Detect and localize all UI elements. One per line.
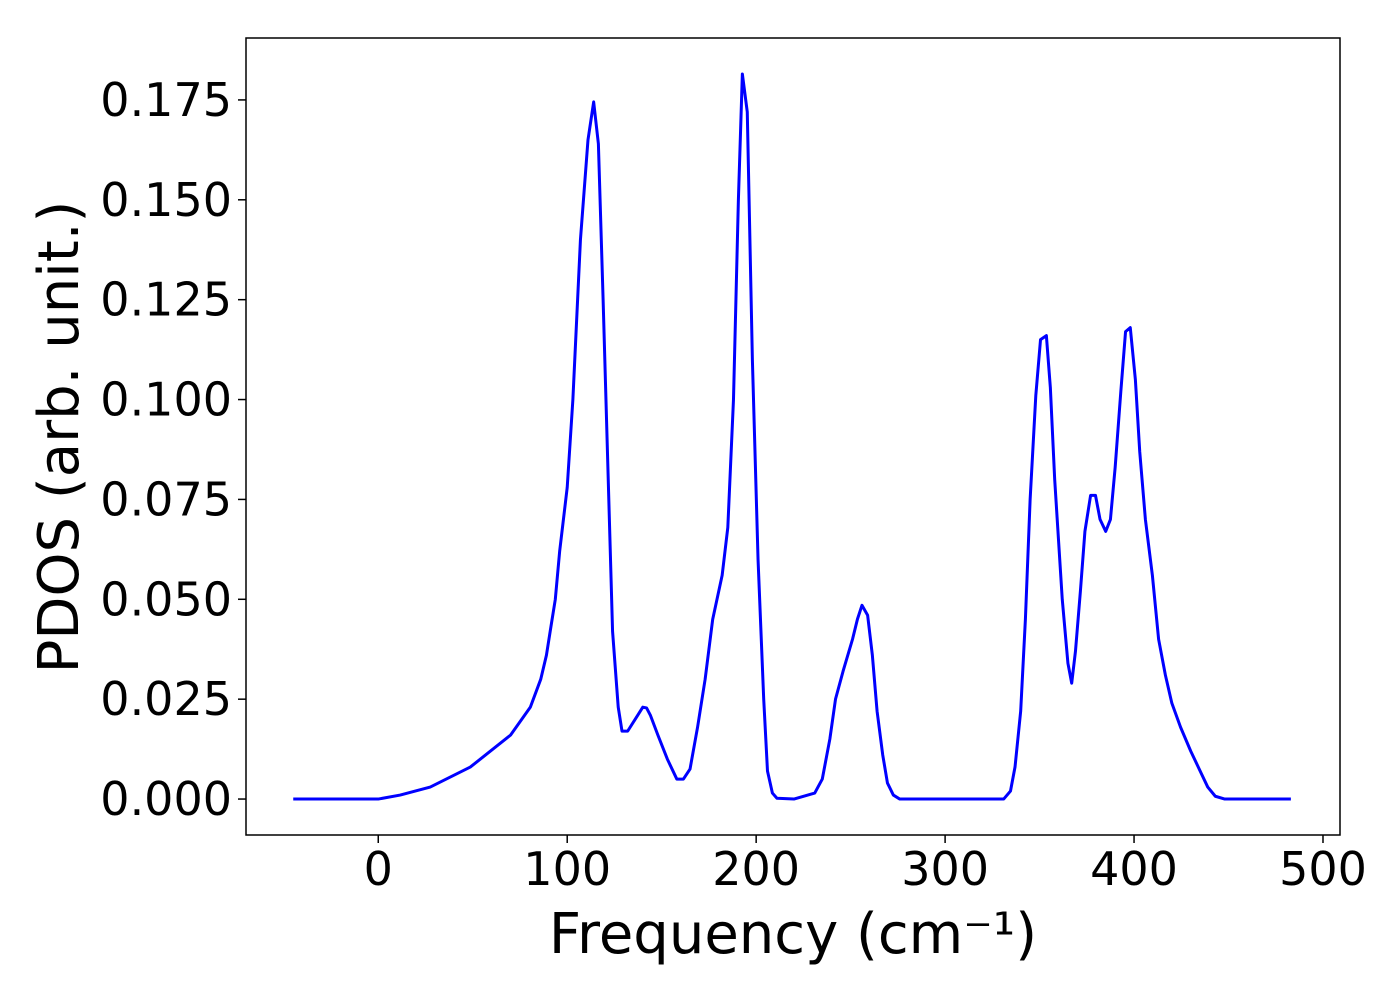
y-tick-label: 0.025 (100, 672, 232, 726)
x-tick-label: 300 (901, 842, 989, 896)
x-tick-label: 0 (364, 842, 393, 896)
y-tick-label: 0.000 (100, 772, 232, 826)
y-tick-label: 0.175 (100, 73, 232, 127)
x-axis-label: Frequency (cm⁻¹) (549, 902, 1037, 967)
y-tick-label: 0.100 (100, 373, 232, 427)
plot-frame (245, 37, 1341, 836)
y-tick-label: 0.125 (100, 273, 232, 327)
data-line (293, 72, 1291, 801)
x-tick-label: 100 (523, 842, 611, 896)
y-tick-label: 0.075 (100, 472, 232, 526)
x-tick-label: 200 (712, 842, 800, 896)
y-tick-label: 0.150 (100, 173, 232, 227)
y-tick-label: 0.050 (100, 572, 232, 626)
x-tick-label: 500 (1279, 842, 1367, 896)
y-axis-label: PDOS (arb. unit.) (27, 201, 92, 674)
x-tick-label: 400 (1090, 842, 1178, 896)
